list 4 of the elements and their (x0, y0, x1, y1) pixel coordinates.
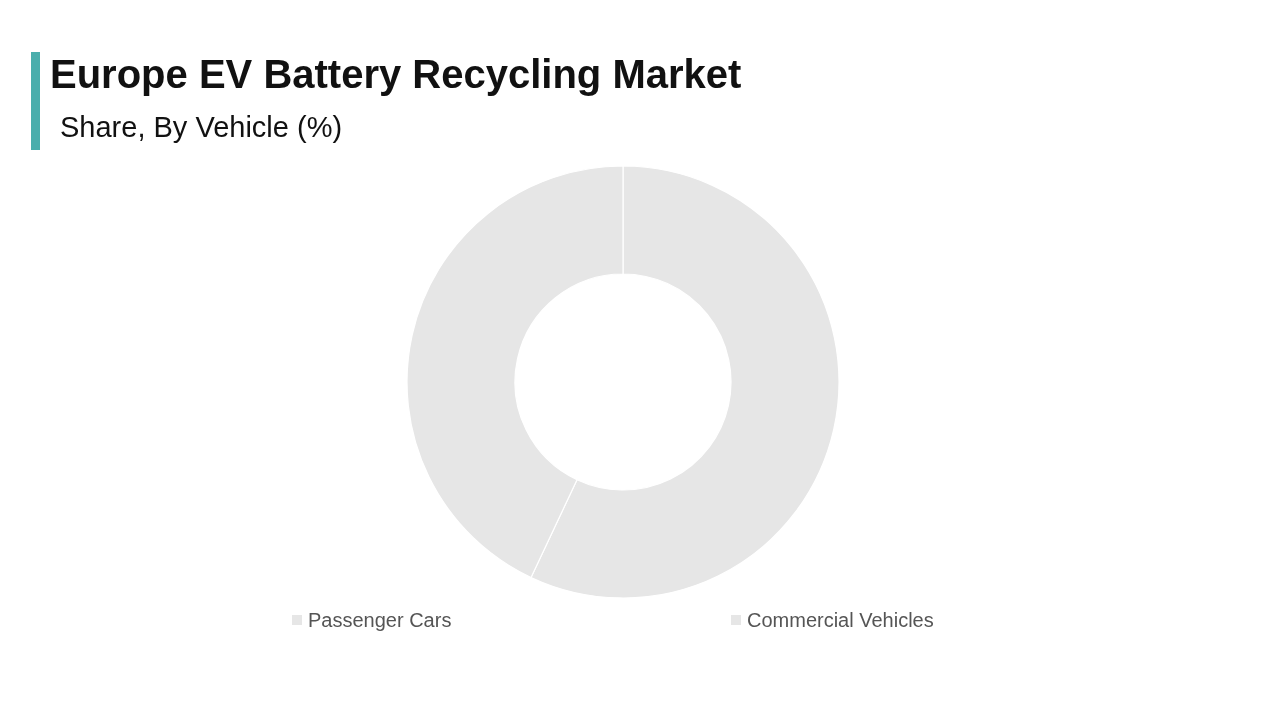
legend-label: Commercial Vehicles (747, 609, 934, 631)
chart-subtitle: Share, By Vehicle (%) (60, 111, 343, 143)
legend-label: Passenger Cars (308, 609, 452, 631)
chart-title: Europe EV Battery Recycling Market (50, 52, 742, 96)
